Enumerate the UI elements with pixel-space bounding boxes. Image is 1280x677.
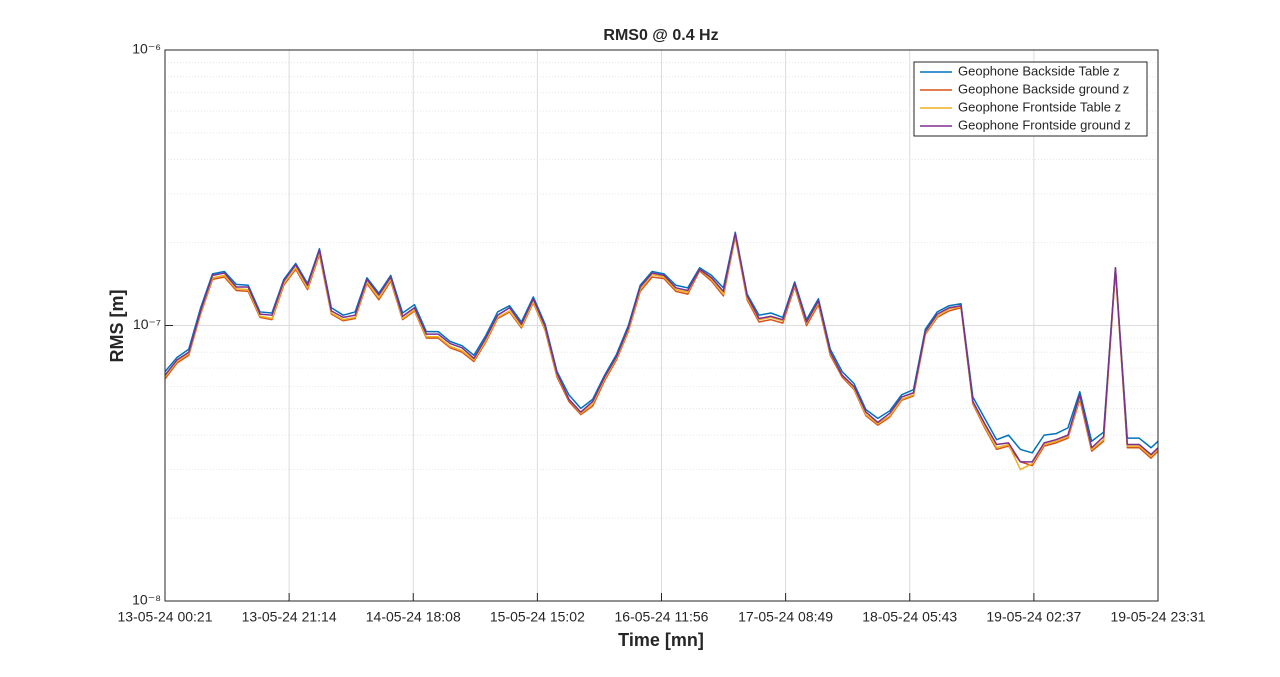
y-axis-label: RMS [m] bbox=[107, 290, 127, 363]
axes-box bbox=[164, 49, 1159, 602]
series-line bbox=[164, 235, 1159, 467]
legend-box bbox=[913, 61, 1148, 137]
x-tick-label: 13-05-24 21:14 bbox=[242, 609, 337, 625]
x-tick-label: 19-05-24 02:37 bbox=[986, 609, 1081, 625]
y-tick-label: 10⁻⁷ bbox=[133, 316, 161, 332]
series-line bbox=[164, 232, 1159, 463]
chart-title: RMS0 @ 0.4 Hz bbox=[603, 27, 718, 44]
legend: Geophone Backside Table z Geophone Backsi… bbox=[913, 61, 1148, 137]
x-axis-label: Time [mn] bbox=[618, 630, 704, 650]
series-line bbox=[164, 234, 1159, 471]
y-tick-label: 10⁻⁸ bbox=[132, 592, 161, 608]
y-tick-label: 10⁻⁶ bbox=[132, 41, 161, 57]
legend-label: Geophone Backside ground z bbox=[958, 81, 1129, 96]
x-tick-label: 14-05-24 18:08 bbox=[366, 609, 461, 625]
x-tick-label: 18-05-24 05:43 bbox=[862, 609, 957, 625]
legend-label: Geophone Frontside ground z bbox=[958, 117, 1131, 132]
x-tick-label: 13-05-24 00:21 bbox=[118, 609, 213, 625]
x-tick-label: 17-05-24 08:49 bbox=[738, 609, 833, 625]
legend-label: Geophone Backside Table z bbox=[958, 63, 1120, 78]
x-tick-label: 19-05-24 23:31 bbox=[1111, 609, 1206, 625]
x-tick-label: 16-05-24 11:56 bbox=[615, 609, 709, 625]
x-tick-label: 15-05-24 15:02 bbox=[490, 609, 585, 625]
legend-label: Geophone Frontside Table z bbox=[958, 99, 1121, 114]
